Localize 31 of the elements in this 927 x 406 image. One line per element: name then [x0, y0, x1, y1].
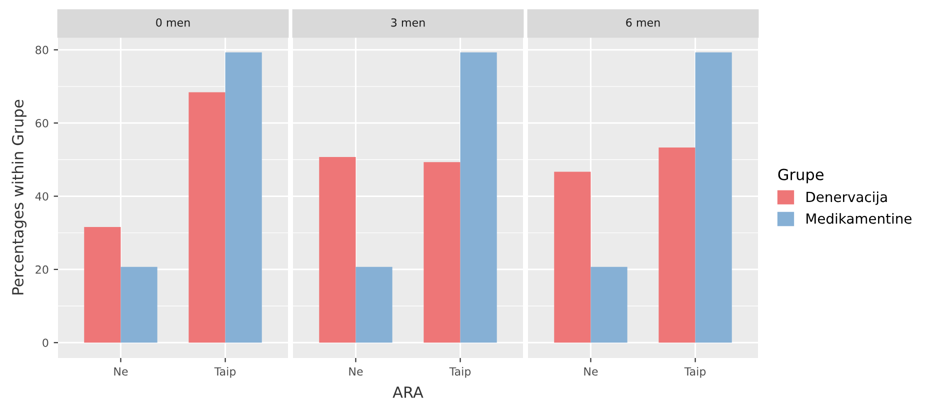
chart-title: 6 men — [626, 18, 660, 27]
x-axis-title: ARA — [392, 386, 424, 398]
bar — [120, 266, 158, 343]
x-tick-label: Ne — [584, 367, 598, 376]
bar — [695, 52, 732, 343]
y-tick-label: 20 — [36, 265, 48, 274]
bar — [84, 226, 121, 343]
y-tick-label: 40 — [35, 192, 48, 201]
bar — [319, 157, 356, 343]
bar — [658, 148, 696, 343]
y-axis-title: Percentages within Grupe — [12, 100, 26, 294]
legend-label: Medikamentine — [806, 213, 912, 224]
y-tick-label: 80 — [36, 46, 48, 54]
chart-title: 0 men — [156, 18, 190, 27]
bar — [225, 52, 262, 343]
bar — [554, 172, 591, 343]
legend-title: Grupe — [778, 168, 824, 184]
bar — [424, 162, 460, 343]
x-tick-label: Ne — [114, 367, 128, 376]
bar — [460, 52, 497, 343]
legend-label: Denervacija — [806, 191, 887, 205]
bar — [356, 266, 392, 343]
y-tick-label: 0 — [42, 338, 48, 348]
x-tick-label: Taip — [684, 367, 706, 378]
x-tick-label: Ne — [349, 367, 363, 376]
x-tick-label: Taip — [449, 367, 471, 378]
bar — [188, 92, 226, 343]
bar — [590, 266, 628, 343]
y-tick-label: 60 — [36, 118, 48, 128]
x-tick-label: Taip — [214, 367, 236, 378]
chart-title: 3 men — [391, 18, 425, 27]
